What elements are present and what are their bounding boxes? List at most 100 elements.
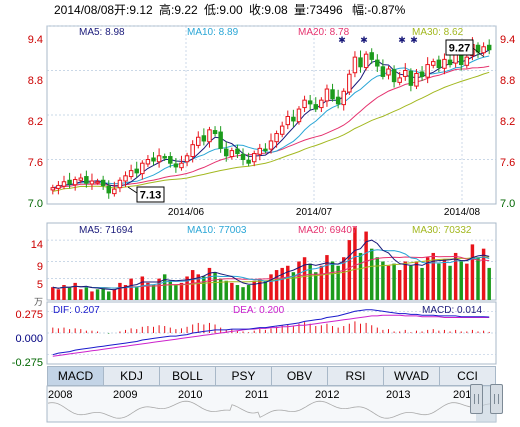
volume-bar xyxy=(174,285,178,300)
tab-rsi[interactable]: RSI xyxy=(328,367,384,385)
candle-body xyxy=(307,100,313,105)
volume-bar xyxy=(168,280,173,300)
legend-ma30: MA30: 8.62 xyxy=(412,27,464,38)
volume-bar xyxy=(314,272,318,300)
volume-tick: 9 xyxy=(37,261,43,273)
macd-tick: -0.275 xyxy=(12,357,43,369)
candle-body xyxy=(268,140,274,150)
candle-body xyxy=(212,130,218,135)
tab-obv[interactable]: OBV xyxy=(272,367,328,385)
candle-body xyxy=(481,46,486,54)
volume-bar xyxy=(218,278,223,300)
volume-bar xyxy=(375,257,380,300)
timeline-handle-left[interactable] xyxy=(470,384,483,414)
candle-body xyxy=(431,61,436,66)
tab-cci[interactable]: CCI xyxy=(457,369,478,383)
volume-bar xyxy=(470,244,475,300)
volume-bar xyxy=(381,261,385,300)
volume-bar xyxy=(392,263,396,300)
volume-bar xyxy=(302,257,307,300)
candle-body xyxy=(190,144,195,158)
candle-body xyxy=(363,53,369,69)
price-y-axis-right: 9.4 8.8 8.2 7.6 7.0 xyxy=(500,34,515,210)
price-tick-right: 8.8 xyxy=(500,75,515,87)
volume-bar xyxy=(67,287,72,300)
candle-body xyxy=(464,56,470,66)
low-price-marker: 7.13 xyxy=(127,186,165,203)
volume-bar xyxy=(157,278,161,300)
candle-body xyxy=(145,159,151,165)
candle-body xyxy=(151,157,156,162)
header-date: 2014/08/08 xyxy=(54,3,114,17)
candle-body xyxy=(274,133,279,143)
ma30-line xyxy=(52,71,490,192)
volume-bar xyxy=(252,280,256,300)
candle-body xyxy=(235,148,240,155)
candle-body xyxy=(134,168,139,174)
tab-kdj[interactable]: KDJ xyxy=(104,367,160,385)
volume-bar xyxy=(179,282,184,300)
star-marker: ✱ xyxy=(410,35,418,45)
candle-body xyxy=(168,156,173,164)
candle-body xyxy=(458,54,464,66)
star-marker: ✱ xyxy=(360,35,368,45)
x-tick-label: 2014/08 xyxy=(444,207,481,218)
volume-bar xyxy=(51,287,55,300)
volume-bar xyxy=(224,280,228,300)
legend-vol-ma5: MA5: 71694 xyxy=(79,225,133,236)
legend-ma5: MA5: 8.98 xyxy=(79,27,125,38)
volume-tick: 5 xyxy=(37,279,43,291)
candle-body xyxy=(224,148,229,157)
candle-body xyxy=(352,56,358,74)
candle-body xyxy=(207,129,212,143)
volume-bar xyxy=(73,282,77,300)
volume-bar xyxy=(487,267,491,300)
candle-body xyxy=(89,180,95,185)
candle-body xyxy=(324,88,330,102)
timeline-navigator[interactable] xyxy=(46,385,497,423)
price-tick-right: 8.2 xyxy=(500,116,515,128)
tab-psy[interactable]: PSY xyxy=(216,367,272,385)
volume-bar xyxy=(330,261,335,300)
volume-bar xyxy=(146,282,150,300)
candle-body xyxy=(95,181,100,184)
price-tick-right: 7.6 xyxy=(500,157,515,169)
tab-wvad[interactable]: WVAD xyxy=(384,367,440,385)
candle-body xyxy=(246,159,251,164)
volume-bars xyxy=(51,227,491,300)
candle-body xyxy=(403,70,408,77)
volume-bar xyxy=(263,280,268,300)
candle-body xyxy=(414,72,419,87)
legend-dif: DIF: 0.207 xyxy=(53,305,100,316)
candle-body xyxy=(335,96,341,105)
candle-body xyxy=(117,179,123,189)
x-tick-label: 2014/07 xyxy=(296,207,333,218)
volume-bar xyxy=(319,265,324,300)
volume-bar xyxy=(414,261,419,300)
volume-tick: 14 xyxy=(31,239,43,251)
volume-bar xyxy=(369,248,374,300)
candle-body xyxy=(279,125,285,135)
volume-y-axis: 14 9 5 万 xyxy=(31,239,43,307)
timeline-year: 2012 xyxy=(315,389,339,401)
candle-body xyxy=(369,52,374,60)
candle-body xyxy=(302,99,307,109)
candle-body xyxy=(453,53,458,64)
timeline-year: 2009 xyxy=(113,389,137,401)
candle-body xyxy=(347,73,352,93)
candle-body xyxy=(442,58,447,69)
volume-bar xyxy=(325,255,329,300)
volume-bar xyxy=(79,289,83,300)
candle-body xyxy=(162,156,167,159)
header-change: 幅:-0.87% xyxy=(352,2,406,17)
tab-macd[interactable]: MACD xyxy=(48,367,104,385)
candle-body xyxy=(263,148,268,152)
candle-body xyxy=(240,153,246,161)
timeline-year: 2011 xyxy=(245,389,269,401)
tab-boll[interactable]: BOLL xyxy=(160,367,216,385)
dif-line xyxy=(52,309,490,356)
candle-body xyxy=(140,162,145,175)
candle-body xyxy=(218,131,223,149)
candle-body xyxy=(386,68,391,76)
timeline-handle-right[interactable] xyxy=(490,384,503,414)
